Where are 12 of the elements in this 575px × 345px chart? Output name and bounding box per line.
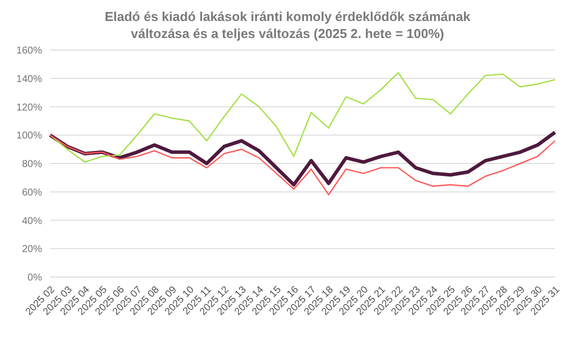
y-tick-label: 60% [22, 187, 42, 198]
line-series [49, 134, 556, 196]
chart-title: Eladó és kiadó lakások iránti komoly érdeklődők számának változása és a teljes változás (2025 2. hete = 100%) [104, 8, 472, 42]
y-tick-label: 120% [16, 102, 42, 114]
y-tick-label: 40% [22, 216, 42, 227]
line-series [49, 72, 556, 163]
y-tick-label: 140% [16, 74, 42, 85]
y-tick-label: 80% [22, 159, 42, 170]
y-tick-label: 100% [16, 130, 42, 142]
y-tick-label: 0% [28, 272, 42, 284]
y-tick-label: 20% [22, 244, 42, 256]
y-tick-label: 160% [16, 46, 42, 57]
